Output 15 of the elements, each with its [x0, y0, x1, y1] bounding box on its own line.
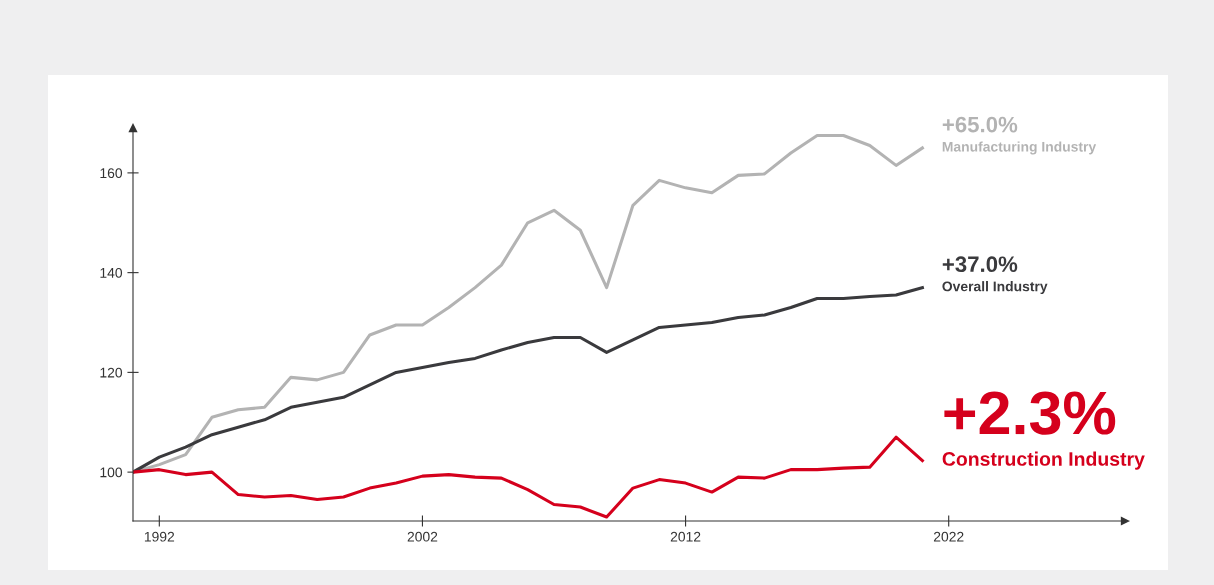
x-tick-label: 2002	[407, 531, 438, 542]
series-label: Manufacturing Industry	[942, 141, 1097, 155]
y-tick-label: 140	[100, 267, 123, 278]
series-label: Overall Industry	[942, 281, 1048, 295]
series-label: Construction Industry	[942, 451, 1145, 470]
x-tick-label: 2022	[933, 531, 964, 542]
line-series	[133, 435, 924, 519]
x-tick-label: 1992	[144, 531, 175, 542]
annotation: +65.0%	[942, 116, 1018, 133]
y-tick-label: 100	[100, 467, 123, 478]
x-tick-label: 2012	[670, 531, 701, 542]
y-tick-label: 120	[100, 367, 123, 378]
annotation: +37.0%	[942, 256, 1018, 273]
annotation: +2.3%	[944, 391, 1116, 435]
y-tick-label: 160	[100, 168, 123, 179]
